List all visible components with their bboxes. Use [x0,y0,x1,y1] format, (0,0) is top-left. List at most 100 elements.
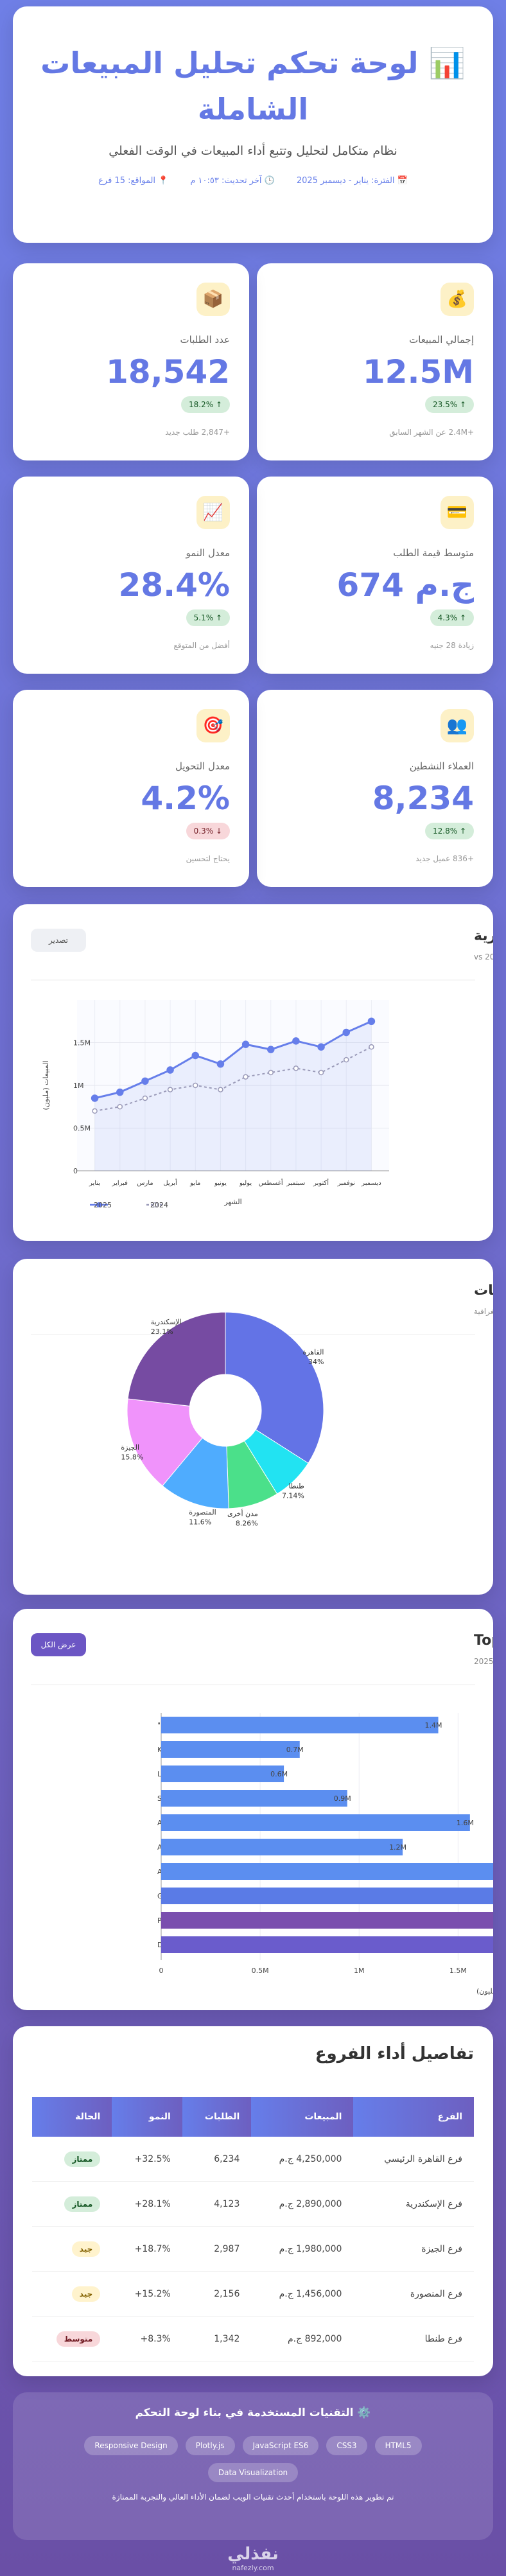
pie-slice [126,1398,203,1487]
table-cell: فرع طنطا [353,2316,474,2361]
x-tick-label: 1.5M [449,1967,467,1975]
x-tick-label: مايو [189,1180,200,1187]
bar-value-label: 1.4M [425,1721,442,1730]
table-cell: 1,342 [182,2316,252,2361]
legend-label: 2025 [94,1201,112,1209]
legend-marker [96,1202,101,1207]
slice-value: 15.8% [121,1453,143,1462]
point [167,1087,173,1092]
kpi-card: 📦 عدد الطلبات 18,542 ↑ 18.2% +2,847 طلب جديد [13,263,249,460]
kpi-label: معدل التحويل [175,760,230,772]
kpi-label: إجمالي المبيعات [409,334,474,346]
pie-slice [127,1311,226,1406]
action-button[interactable] [31,929,86,952]
table-cell: جيد [32,2226,112,2272]
action-button-label[interactable]: عرض الكل [41,1640,76,1650]
tech-tag: HTML5 [374,2436,422,2455]
point [267,1046,275,1053]
action-button-label[interactable]: تصدير [48,936,68,945]
slice-label: المنصورة [189,1509,216,1517]
kpi-change: ↑ 18.2% [181,396,230,413]
bar [161,1814,470,1831]
bar [161,1766,284,1782]
column-header: النمو [112,2097,182,2137]
action-button[interactable] [31,1633,86,1656]
x-tick-label: مارس [137,1180,153,1187]
table-cell: 4,250,000 ج.م [251,2137,354,2182]
kpi-change: ↑ 4.3% [430,609,474,626]
bar-value-label: 1.6M [457,1819,474,1827]
x-tick-label: يونيو [214,1180,227,1187]
kpi-note: +2,847 طلب جديد [165,428,230,437]
status-badge: جيد [71,2241,101,2257]
table-cell: 2,156 [182,2271,252,2317]
x-tick-label: أبريل [163,1178,177,1187]
point [317,1043,325,1051]
bar-value-label: 0.6M [270,1770,288,1778]
status-badge: ممتاز [64,2151,101,2167]
status-badge: متوسط [56,2331,101,2347]
kpi-card: 💳 متوسط قيمة الطلب 674 ج.م ↑ 4.3% زيادة 28 ج… [257,477,493,674]
y-tick-label: 0 [73,1167,78,1175]
footer-text: تم تطوير هذه اللوحة باستخدام أحدث تقنيات… [112,2493,394,2502]
kpi-value: 4.2% [141,780,230,817]
kpi-icon: 👥 [441,709,474,742]
point [344,1056,349,1063]
watermark: نفذلي nafezly.com [0,2545,506,2572]
table-cell: 1,980,000 ج.م [251,2226,354,2272]
bar [161,1936,493,1953]
table-cell: 6,234 [182,2137,252,2182]
table-cell: فرع المنصورة [353,2271,474,2317]
tech-tag: CSS3 [326,2436,367,2455]
bar [161,1912,493,1929]
x-tick-label: فبراير [112,1180,128,1187]
table-title: تفاصيل أداء الفروع [315,2044,474,2063]
point [216,1060,225,1068]
kpi-note: +836 عميل جديد [415,854,474,863]
table-body: فرع القاهرة الرئيسي 4,250,000 ج.م 6,234 +32… [32,2137,474,2361]
tech-tag: JavaScript ES6 [242,2436,319,2455]
bar [161,1790,347,1807]
point [292,1037,300,1045]
kpi-label: عدد الطلبات [180,334,231,346]
table-cell: +28.1% [112,2181,182,2227]
watermark-site: nafezly.com [232,2564,274,2572]
kpi-note: أفضل من المتوقع [173,641,230,650]
kpi-icon: 🎯 [196,709,230,742]
kpi-icon: 📈 [196,496,230,529]
slice-value: 7.14% [282,1492,304,1500]
x-axis-label: المبيعات (مليون) [476,1987,493,1995]
kpi-card: 🎯 معدل التحويل 4.2% ↓ 0.3% يحتاج لتحسين [13,690,249,887]
bar [161,1863,493,1880]
kpi-value: 674 ج.م [336,566,474,604]
point [193,1082,198,1089]
table-cell: +15.2% [112,2271,182,2317]
kpi-note: زيادة 28 جنيه [430,641,474,650]
kpi-value: 28.4% [118,566,230,604]
bar [161,1839,403,1855]
legend-marker [153,1202,158,1207]
slice-label: طنطا [288,1482,304,1491]
tech-tag: Plotly.js [185,2436,235,2455]
chart-subtitle: أعلى المنتجات مبيعاً في 2025 [474,1656,493,1666]
bar-value-label: 1.2M [389,1843,406,1852]
area [94,1021,372,1171]
slice-label: الجيزة [121,1444,139,1452]
y-tick-label: 1M [73,1082,84,1090]
kpi-note: +2.4M عن الشهر السابق [389,428,474,437]
table-card: تفاصيل أداء الفروع الفرع المبيعات الطلبات ا… [13,2026,493,2376]
table-row: فرع الإسكندرية 2,890,000 ج.م 4,123 +28.1% مم… [32,2181,474,2227]
kpi-change: ↓ 0.3% [186,823,230,839]
table-row: فرع طنطا 892,000 ج.م 1,342 +8.3% متوسط [32,2316,474,2361]
point [342,1028,350,1037]
table-header: الفرع المبيعات الطلبات النمو الحالة [32,2097,474,2137]
watermark-brand: نفذلي [227,2545,279,2564]
kpi-card: 📈 معدل النمو 28.4% ↑ 5.1% أفضل من المتوقع [13,477,249,674]
kpi-value: 8,234 [372,780,474,817]
tech-tag: Responsive Design [84,2436,178,2455]
kpi-change: ↑ 5.1% [186,609,230,626]
kpi-label: معدل النمو [186,547,231,559]
table-cell: 4,123 [182,2181,252,2227]
bar [161,1717,439,1733]
bar-value-label: 0.7M [286,1746,304,1754]
